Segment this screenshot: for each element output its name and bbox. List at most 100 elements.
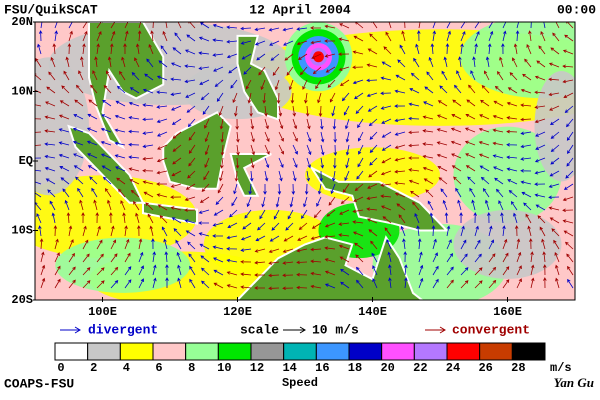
wind-arrow — [110, 30, 116, 42]
wind-arrow — [152, 22, 154, 29]
wind-arrow — [543, 277, 547, 289]
wind-arrow — [495, 188, 504, 198]
wind-arrow — [510, 200, 518, 211]
wind-arrow — [404, 264, 408, 276]
wind-arrow — [147, 213, 154, 224]
wind-arrow — [564, 34, 574, 42]
wind-arrow — [259, 209, 266, 220]
wind-arrow — [101, 114, 112, 120]
wind-arrow — [394, 131, 406, 136]
wind-arrow — [404, 277, 408, 289]
wind-arrow — [414, 213, 420, 224]
wind-arrow — [408, 130, 420, 135]
wind-arrow — [255, 235, 266, 242]
legend-scale-value: 10 m/s — [312, 322, 359, 337]
wind-arrow — [240, 235, 252, 241]
wind-arrow — [422, 142, 434, 146]
wind-arrow — [115, 100, 126, 107]
legend-scale: scale — [240, 322, 279, 337]
wind-arrow — [408, 143, 420, 148]
wind-arrow — [538, 45, 546, 55]
wind-arrow — [306, 118, 311, 130]
wind-arrow — [234, 105, 238, 117]
wind-arrow — [310, 235, 322, 240]
wind-arrow — [418, 264, 424, 276]
wind-arrow — [250, 118, 255, 130]
colorbar-box — [87, 342, 121, 361]
wind-arrow — [320, 157, 325, 169]
wind-arrow — [324, 39, 336, 43]
wind-arrow — [54, 265, 61, 276]
wind-arrow — [566, 157, 574, 167]
wind-arrow — [152, 251, 156, 263]
wind-arrow — [474, 22, 481, 29]
wind-arrow — [260, 79, 266, 91]
wind-arrow — [320, 144, 325, 156]
wind-arrow — [60, 177, 70, 185]
wind-arrow — [82, 253, 90, 263]
wind-arrow — [446, 266, 454, 276]
wind-arrow — [534, 105, 546, 109]
wind-arrow — [110, 43, 114, 55]
wind-arrow — [75, 176, 84, 185]
wind-arrow — [35, 169, 42, 172]
wind-arrow — [184, 64, 196, 68]
wind-arrow — [366, 63, 378, 68]
wind-arrow — [400, 225, 406, 237]
wind-arrow — [219, 170, 224, 182]
wind-arrow — [451, 114, 462, 120]
wind-arrow — [236, 131, 240, 143]
wind-arrow — [548, 77, 560, 82]
wind-arrow — [100, 127, 112, 133]
wind-arrow — [324, 270, 336, 276]
wind-arrow — [381, 144, 392, 151]
wind-arrow — [417, 238, 422, 250]
wind-arrow — [219, 118, 224, 130]
wind-arrow — [213, 66, 224, 72]
wind-arrow — [235, 118, 239, 130]
wind-arrow — [116, 177, 126, 185]
wind-arrow — [250, 144, 255, 156]
wind-arrow — [494, 177, 504, 185]
wind-arrow — [426, 71, 434, 81]
wind-arrow — [492, 141, 504, 146]
speed-region — [453, 209, 562, 279]
wind-arrow — [199, 243, 210, 250]
wind-arrow — [451, 165, 462, 172]
wind-arrow — [355, 105, 364, 114]
wind-arrow — [340, 196, 350, 205]
wind-arrow — [142, 88, 154, 94]
wind-arrow — [284, 53, 294, 61]
wind-arrow — [187, 170, 196, 179]
colorbar-box — [250, 342, 285, 361]
wind-arrow — [534, 157, 546, 163]
wind-arrow — [357, 157, 364, 168]
wind-arrow — [82, 267, 91, 276]
wind-arrow — [423, 178, 434, 185]
colorbar-box — [511, 342, 546, 361]
wind-arrow — [188, 253, 196, 263]
wind-arrow — [451, 153, 462, 159]
wind-arrow — [478, 127, 490, 133]
wind-arrow — [171, 118, 182, 125]
wind-arrow — [548, 183, 560, 188]
wind-arrow — [340, 268, 350, 276]
wind-arrow — [562, 49, 574, 55]
wind-arrow — [278, 105, 283, 117]
wind-arrow — [471, 199, 476, 211]
colorbar-tick-label: 18 — [348, 361, 362, 375]
wind-arrow — [357, 118, 364, 129]
wind-arrow — [226, 39, 238, 44]
wind-arrow — [525, 213, 532, 224]
wind-arrow — [226, 258, 238, 263]
wind-arrow — [254, 260, 266, 265]
wind-arrow — [269, 235, 280, 242]
wind-arrow — [492, 154, 504, 159]
wind-arrow — [460, 280, 469, 289]
wind-arrow — [352, 231, 364, 237]
wind-arrow — [91, 187, 98, 198]
wind-arrow — [189, 265, 196, 276]
wind-arrow — [339, 23, 350, 29]
wind-arrow — [292, 105, 296, 117]
wind-arrow — [493, 100, 504, 107]
